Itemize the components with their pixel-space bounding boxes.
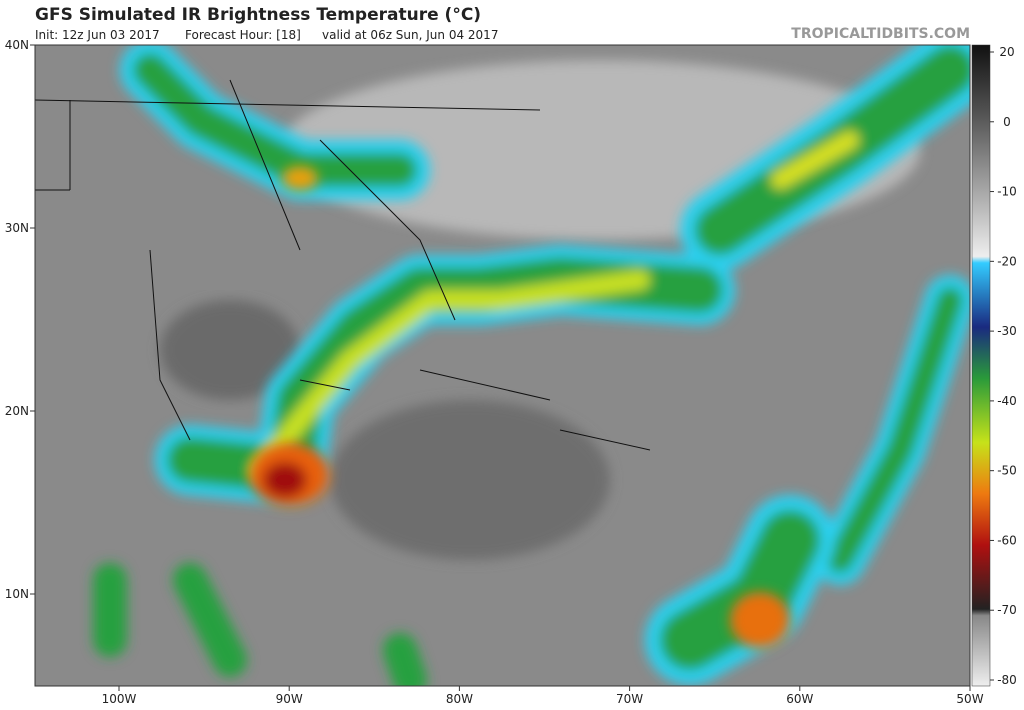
lon-label: 70W bbox=[616, 692, 643, 706]
init: Init: 12z Jun 03 2017 bbox=[35, 28, 160, 42]
lat-label: 20N bbox=[5, 404, 29, 418]
colorbar-label: -70 bbox=[997, 603, 1017, 617]
lon-label: 60W bbox=[786, 692, 813, 706]
colorbar-label: -30 bbox=[997, 324, 1017, 338]
valid-time: valid at 06z Sun, Jun 04 2017 bbox=[322, 28, 498, 42]
colorbar-label: -40 bbox=[997, 394, 1017, 408]
colorbar-label: -10 bbox=[997, 185, 1017, 199]
lat-label: 10N bbox=[5, 587, 29, 601]
map-frame bbox=[34, 44, 971, 687]
colorbar-label: -80 bbox=[997, 673, 1017, 687]
lat-label: 40N bbox=[5, 38, 29, 52]
colorbar-label: 20 bbox=[999, 45, 1014, 59]
ticks: 40N 30N 20N 10N 100W 90W 80W 70W 60W 50W 20 0 -10 -20… bbox=[5, 38, 1017, 706]
lat-label: 30N bbox=[5, 221, 29, 235]
lon-label: 50W bbox=[956, 692, 983, 706]
colorbar-label: -50 bbox=[997, 464, 1017, 478]
colorbar bbox=[971, 44, 991, 687]
colorbar-label: 0 bbox=[1003, 115, 1011, 129]
forecast-hour: Forecast Hour: [18] bbox=[185, 28, 301, 42]
lon-label: 90W bbox=[276, 692, 303, 706]
site: TROPICALTIDBITS.COM bbox=[791, 26, 970, 42]
title: GFS Simulated IR Brightness Temperature … bbox=[35, 5, 481, 25]
colorbar-label: -60 bbox=[997, 533, 1017, 547]
colorbar-label: -20 bbox=[997, 254, 1017, 268]
satellite-field bbox=[35, 45, 970, 686]
lon-label: 80W bbox=[446, 692, 473, 706]
lon-label: 100W bbox=[102, 692, 137, 706]
